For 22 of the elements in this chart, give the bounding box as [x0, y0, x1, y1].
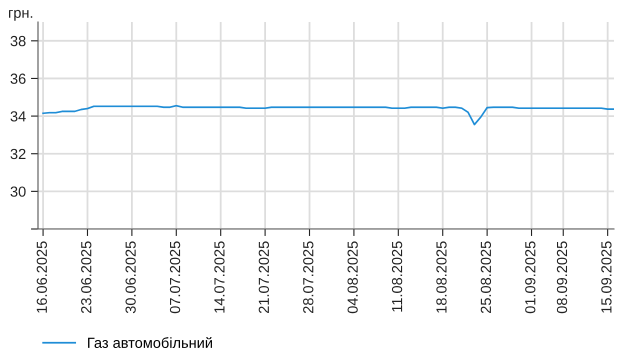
x-tick-label: 25.08.2025 [480, 241, 492, 314]
y-axis-title: грн. [9, 10, 32, 21]
x-tick-label: 18.08.2025 [436, 241, 447, 313]
legend-label: Газ автомобільний [88, 337, 212, 348]
line-series [42, 104, 614, 126]
x-tick-label: 01.09.2025 [525, 241, 536, 314]
y-tick-label: 32 [10, 148, 26, 160]
y-tick-label: 38 [10, 36, 26, 46]
x-tick-label: 14.07.2025 [214, 241, 225, 313]
x-tick-label: 11.08.2025 [392, 241, 402, 312]
y-tick-label: 34 [10, 111, 26, 122]
x-tick-label: 07.07.2025 [170, 241, 180, 314]
x-tick-label: 30.06.2025 [125, 241, 136, 314]
y-tick-label: 30 [10, 186, 26, 197]
x-tick-label: 04.08.2025 [348, 241, 358, 314]
x-tick-label: 16.06.2025 [36, 241, 47, 313]
x-tick-label: 23.06.2025 [81, 241, 92, 314]
x-tick-label: 15.09.2025 [601, 241, 612, 313]
x-tick-label: 28.07.2025 [303, 241, 314, 314]
y-tick-label: 36 [10, 74, 26, 84]
x-tick-label: 08.09.2025 [556, 241, 568, 314]
x-tick-label: 21.07.2025 [258, 241, 270, 314]
